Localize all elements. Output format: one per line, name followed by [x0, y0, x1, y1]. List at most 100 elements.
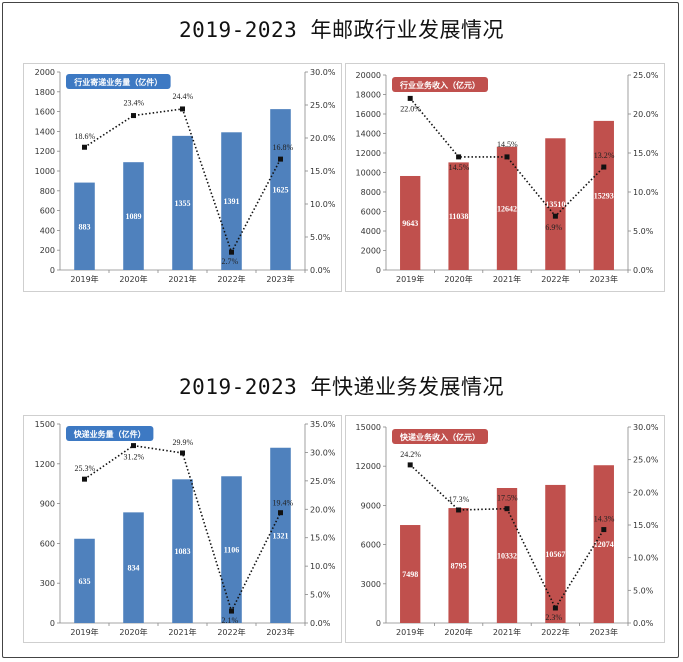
x-tick-label: 2022年 [541, 274, 569, 284]
y2-tick-label: 0.0% [310, 619, 331, 628]
y-tick-label: 400 [40, 226, 55, 235]
bar-value-label: 10567 [545, 550, 565, 559]
x-tick-label: 2020年 [119, 627, 147, 637]
y-tick-label: 15000 [356, 423, 381, 432]
growth-point [456, 507, 462, 513]
y-tick-label: 900 [40, 500, 55, 509]
x-tick-label: 2020年 [119, 274, 147, 284]
y-tick-label: 9000 [361, 501, 381, 510]
bar-value-label: 13510 [545, 200, 565, 209]
growth-point [131, 443, 136, 449]
growth-label: 2.7% [222, 257, 239, 266]
bar [593, 120, 614, 270]
y-tick-label: 8000 [361, 188, 381, 197]
bar-value-label: 1106 [224, 546, 240, 555]
y2-tick-label: 25.0% [310, 477, 336, 486]
x-tick-label: 2019年 [396, 274, 424, 284]
bar-value-label: 1355 [175, 199, 191, 208]
bar [270, 447, 291, 623]
chart-title: 快递业务量（亿件） [74, 429, 146, 439]
chart-title-box [392, 429, 488, 444]
growth-label: 16.8% [273, 143, 294, 152]
y-tick-label: 0 [376, 619, 381, 628]
growth-label: 25.3% [75, 464, 96, 473]
y-tick-label: 14000 [356, 130, 381, 139]
bar-value-label: 834 [128, 564, 140, 573]
bar [270, 109, 291, 270]
y2-tick-label: 25.0% [310, 101, 336, 110]
bar [172, 479, 193, 623]
bar-value-label: 10332 [497, 551, 517, 560]
y-tick-label: 1500 [35, 420, 55, 429]
y2-tick-label: 20.0% [633, 110, 659, 119]
y-tick-label: 1800 [35, 88, 55, 97]
bar-value-label: 635 [79, 577, 91, 586]
x-tick-label: 2020年 [444, 274, 472, 284]
bar [448, 162, 469, 270]
growth-label: 17.3% [449, 495, 470, 504]
bar-value-label: 12074 [594, 540, 614, 549]
growth-point [456, 154, 462, 160]
y-tick-label: 16000 [356, 110, 381, 119]
y-tick-label: 800 [40, 187, 55, 196]
growth-label: 13.2% [594, 151, 615, 160]
growth-label: 23.4% [124, 99, 145, 108]
x-tick-label: 2023年 [266, 627, 294, 637]
growth-label: 24.2% [400, 450, 421, 459]
chart-express-volume: 0 300 600 900 1200 1500 0.0% 5.0% 10.0% 15.0% 20.0… [35, 420, 336, 637]
growth-label: 29.9% [173, 438, 194, 447]
x-tick-label: 2020年 [444, 627, 472, 637]
bar [400, 525, 421, 623]
y-tick-label: 12000 [356, 462, 381, 471]
y2-tick-label: 5.0% [633, 586, 654, 595]
growth-point [278, 510, 283, 516]
growth-label: 14.5% [449, 163, 470, 172]
bar [448, 508, 469, 623]
growth-point [131, 113, 136, 119]
chart-panel-postal-volume: 0 200 400 600 800 1000 1200 1400 1600 1800 2000 0.0… [23, 63, 342, 292]
y2-tick-label: 0.0% [633, 619, 654, 628]
y2-tick-label: 20.0% [633, 488, 659, 497]
chart-title-box [66, 74, 171, 89]
growth-point [552, 213, 558, 219]
x-tick-label: 2022年 [541, 627, 569, 637]
y-tick-label: 18000 [356, 91, 381, 100]
bar [593, 465, 614, 623]
growth-point [407, 462, 413, 468]
x-tick-label: 2023年 [590, 627, 618, 637]
bar-value-label: 9643 [402, 219, 418, 228]
growth-label: 31.2% [124, 453, 145, 462]
y-tick-label: 6000 [361, 541, 381, 550]
x-tick-label: 2019年 [70, 627, 98, 637]
y-tick-label: 1000 [35, 167, 55, 176]
y-tick-label: 2000 [361, 247, 381, 256]
growth-point [180, 450, 185, 456]
y-tick-label: 20000 [356, 71, 381, 80]
y2-tick-label: 10.0% [310, 562, 336, 571]
y2-tick-label: 35.0% [310, 420, 336, 429]
y2-tick-label: 0.0% [310, 266, 331, 275]
growth-label: 18.6% [75, 132, 96, 141]
chart-title: 行业寄递业务量（亿件） [73, 77, 162, 87]
bar [74, 538, 95, 623]
growth-point [407, 95, 413, 101]
y-tick-label: 6000 [361, 208, 381, 217]
growth-point [504, 154, 510, 160]
bar-value-label: 1391 [224, 197, 240, 206]
chart-panel-express-revenue: 0 3000 6000 9000 12000 15000 0.0% 5.0% 10.0% 15.0… [345, 415, 665, 643]
x-tick-label: 2019年 [70, 274, 98, 284]
y-tick-label: 200 [40, 246, 55, 255]
bar [545, 138, 566, 270]
y2-tick-label: 25.0% [633, 71, 659, 80]
growth-point [601, 527, 607, 533]
x-tick-label: 2021年 [493, 274, 521, 284]
y-tick-label: 12000 [356, 149, 381, 158]
y2-tick-label: 5.0% [310, 591, 331, 600]
y2-tick-label: 15.0% [310, 167, 336, 176]
y-tick-label: 0 [50, 619, 55, 628]
y2-tick-label: 15.0% [633, 149, 659, 158]
y-tick-label: 3000 [361, 580, 381, 589]
bar [123, 512, 144, 623]
x-tick-label: 2019年 [396, 627, 424, 637]
